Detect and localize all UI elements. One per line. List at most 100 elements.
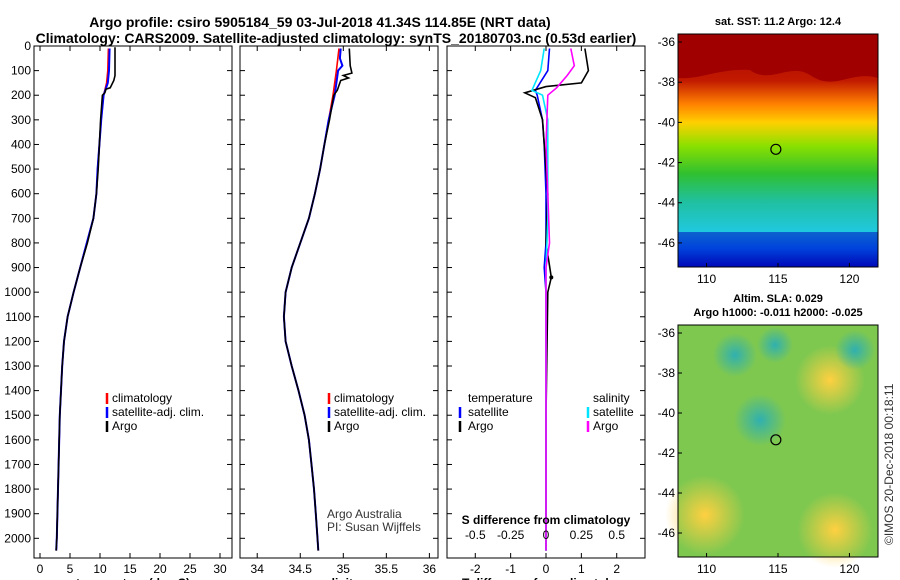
legend-heading: temperature: [468, 391, 533, 405]
legend-label: Argo: [468, 419, 494, 433]
y-tick-label: 1700: [4, 457, 31, 471]
y-tick-label: 1800: [4, 482, 31, 496]
map-x-tick-label: 120: [839, 272, 859, 286]
y-tick-label: 800: [11, 236, 31, 250]
temperature-panel: 0 5 10 15 20 25 300100200300400500600700800900…: [4, 39, 233, 580]
y-tick-label: 2000: [4, 531, 31, 545]
salinity-plot-frame: [239, 45, 439, 559]
salinity-x-axis-label: salinity: [318, 576, 360, 580]
x-tick-label: 1: [578, 562, 585, 576]
y-tick-label: 200: [11, 88, 31, 102]
map-y-tick-label: -46: [658, 236, 676, 250]
sla-map-title-line1: Altim. SLA: 0.029: [733, 293, 823, 305]
map-y-tick-label: -36: [658, 326, 676, 340]
y-tick-label: 1600: [4, 433, 31, 447]
map-x-tick-label: 115: [768, 562, 787, 576]
x-tick-label: -1: [505, 562, 516, 576]
x-tick-label: 20: [153, 562, 167, 576]
x-tick-label: 34: [251, 562, 265, 576]
map-x-tick-label: 120: [839, 562, 859, 576]
map-x-tick-label: 110: [697, 272, 716, 286]
sla-map-panel: Altim. SLA: 0.029 Argo h1000: -0.011 h20…: [658, 293, 879, 576]
imos-stamp: ©IMOS 20-Dec-2018 00:18:11: [882, 383, 896, 545]
x-tick-label: 34.5: [289, 562, 313, 576]
credit-text: Argo Australia: [327, 507, 402, 521]
map-y-tick-label: -40: [658, 406, 676, 420]
map-y-tick-label: -44: [658, 196, 676, 210]
temperature-x-axis-label: temperature (deg C): [76, 576, 190, 580]
map-y-tick-label: -42: [658, 446, 676, 460]
x-tick-label: 25: [183, 562, 197, 576]
top-tick-label: 0.25: [570, 528, 594, 542]
map-x-tick-label: 110: [697, 562, 716, 576]
sst-cold-region: [678, 232, 878, 267]
sst-map-title: sat. SST: 11.2 Argo: 12.4: [715, 16, 842, 28]
y-tick-label: 1000: [4, 285, 31, 299]
map-y-tick-label: -42: [658, 156, 676, 170]
top-tick-label: -0.25: [497, 528, 525, 542]
legend-label: climatology: [334, 391, 394, 405]
y-tick-label: 300: [11, 113, 31, 127]
x-tick-label: 30: [213, 562, 227, 576]
y-tick-label: 100: [11, 64, 31, 78]
legend-label: Argo: [112, 419, 138, 433]
legend-label: climatology: [112, 391, 172, 405]
y-tick-label: 1900: [4, 507, 31, 521]
map-y-tick-label: -38: [658, 75, 676, 89]
difference-series-line-3: [545, 48, 576, 551]
legend-label: Argo: [334, 419, 360, 433]
top-tick-label: -0.5: [465, 528, 486, 542]
x-tick-label: 35.5: [375, 562, 399, 576]
y-tick-label: 900: [11, 261, 31, 275]
temperature-plot-frame: [33, 45, 233, 559]
sla-low-anomaly: [713, 333, 757, 377]
y-tick-label: 1400: [4, 384, 31, 398]
map-y-tick-label: -44: [658, 486, 676, 500]
y-tick-label: 1100: [5, 310, 31, 324]
x-tick-label: 36: [423, 562, 437, 576]
sla-high-anomaly: [797, 492, 873, 568]
x-tick-label: -2: [470, 562, 481, 576]
sla-low-anomaly: [757, 327, 793, 363]
map-y-tick-label: -40: [658, 115, 676, 129]
legend-label: satellite-adj. clim.: [112, 405, 204, 419]
y-tick-label: 600: [11, 187, 31, 201]
difference-panel: -2 -1 0 1 2T difference from climatology S di…: [446, 45, 646, 580]
y-tick-label: 1500: [4, 408, 31, 422]
legend-label: satellite-adj. clim.: [334, 405, 426, 419]
argo-marker: [549, 275, 554, 280]
x-tick-label: 35: [337, 562, 351, 576]
sla-high-anomaly: [665, 475, 745, 555]
x-tick-label: 0: [543, 562, 550, 576]
difference-x-axis-label: T difference from climatology: [462, 576, 630, 580]
top-tick-label: 0.5: [608, 528, 625, 542]
float-location-marker: [770, 434, 782, 446]
sla-low-anomaly: [835, 330, 875, 370]
x-tick-label: 5: [67, 562, 74, 576]
sla-map-title-line2: Argo h1000: -0.011 h2000: -0.025: [693, 307, 862, 319]
top-tick-label: 0: [543, 528, 550, 542]
credit-text: PI: Susan Wijffels: [327, 520, 421, 534]
figure-title-line1: Argo profile: csiro 5905184_59 03-Jul-20…: [89, 14, 550, 30]
y-tick-label: 1200: [4, 334, 31, 348]
y-tick-label: 500: [11, 162, 31, 176]
y-tick-label: 400: [11, 137, 31, 151]
temperature-series-line-2: [55, 47, 116, 551]
map-y-tick-label: -36: [658, 35, 676, 49]
x-tick-label: 10: [93, 562, 107, 576]
y-tick-label: 0: [24, 39, 31, 53]
y-tick-label: 700: [11, 211, 31, 225]
legend-label: satellite: [593, 405, 634, 419]
salinity-panel: 34 34.5 35 35.5 36 salinity climatologysatelli…: [239, 45, 439, 580]
difference-top-axis-label: S difference from climatology: [462, 513, 631, 527]
legend-label: satellite: [468, 405, 509, 419]
legend-heading: salinity: [593, 391, 630, 405]
salinity-series-line-2: [283, 48, 353, 551]
float-location-marker: [770, 143, 782, 155]
x-tick-label: 15: [123, 562, 137, 576]
difference-series-line-1: [522, 48, 590, 551]
figure-title-line2: Climatology: CARS2009. Satellite-adjuste…: [36, 30, 637, 46]
map-y-tick-label: -46: [658, 526, 676, 540]
map-y-tick-label: -38: [658, 366, 676, 380]
